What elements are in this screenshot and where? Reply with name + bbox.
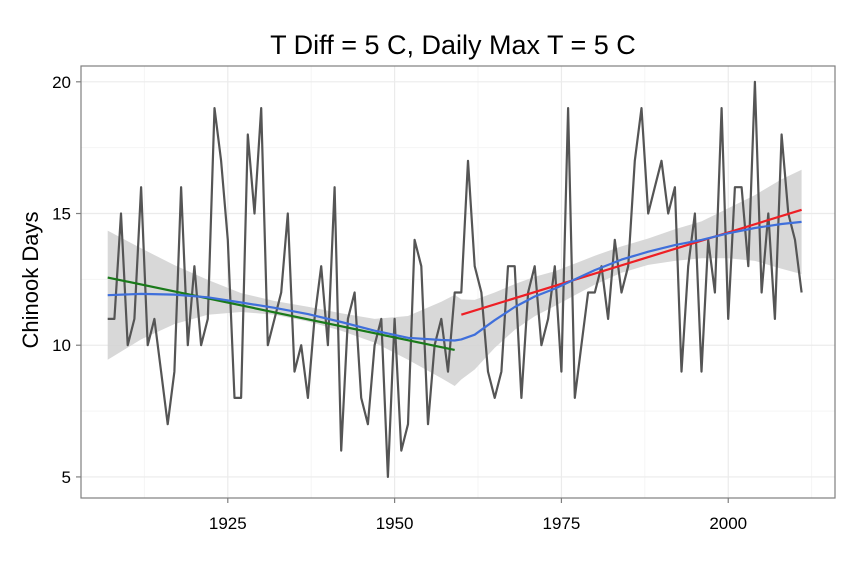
observed-series-line bbox=[107, 80, 803, 478]
x-tick-label: 1925 bbox=[209, 514, 247, 533]
smooth-fit-line bbox=[107, 220, 802, 342]
x-tick-label: 1950 bbox=[376, 514, 414, 533]
plot-panel: 1925 1950 1975 2000 5 10 15 20 bbox=[52, 65, 836, 533]
chart-title: T Diff = 5 C, Daily Max T = 5 C bbox=[270, 30, 636, 60]
y-tick-label: 5 bbox=[62, 468, 71, 487]
x-tick-label: 1975 bbox=[543, 514, 581, 533]
y-tick-label: 15 bbox=[52, 205, 71, 224]
panel-border bbox=[80, 65, 836, 499]
late-trend-line bbox=[461, 208, 802, 316]
confidence-ribbon bbox=[107, 169, 802, 386]
x-tick-label: 2000 bbox=[709, 514, 747, 533]
y-axis-label: Chinook Days bbox=[18, 212, 43, 349]
early-trend-line bbox=[107, 276, 455, 352]
y-tick-label: 10 bbox=[52, 336, 71, 355]
y-tick-label: 20 bbox=[52, 73, 71, 92]
